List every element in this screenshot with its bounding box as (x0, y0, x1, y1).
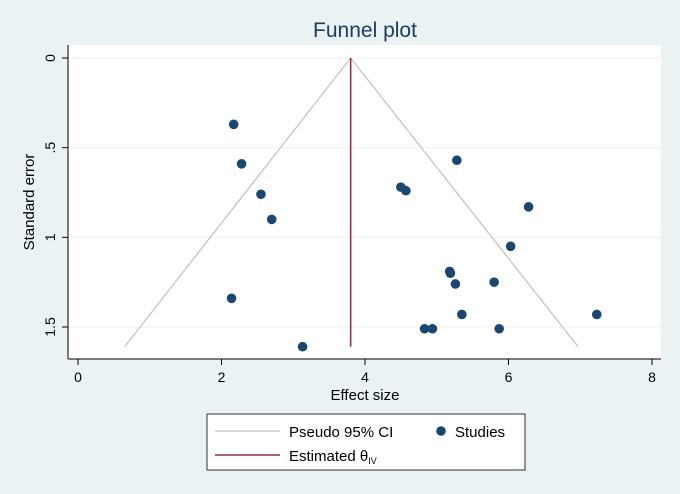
study-point (401, 185, 411, 196)
study-point (523, 202, 534, 212)
y-tick-label-1: .5 (42, 142, 58, 154)
study-point (450, 279, 461, 289)
y-tick-label-3: 1.5 (42, 317, 58, 337)
study-point (226, 293, 237, 304)
study-point (236, 159, 247, 169)
study-point (489, 277, 499, 287)
study-point (427, 323, 438, 334)
y-tick-label-0: 0 (42, 54, 58, 62)
study-point (445, 268, 456, 279)
study-point (266, 214, 277, 225)
study-point (505, 241, 516, 252)
grid-lines (68, 57, 661, 328)
axes: 0 2 4 6 8 0 .5 1 1.5 (42, 45, 661, 385)
x-tick-label-4: 8 (648, 369, 656, 385)
study-point (297, 341, 308, 352)
legend-estimate-main: Estimated θ (289, 448, 368, 465)
study-point (419, 323, 430, 334)
ci-line-1 (350, 57, 579, 348)
y-axis-title: Standard error (21, 154, 38, 251)
y-tick-label-2: 1 (42, 233, 58, 241)
pseudo-ci-lines (124, 57, 579, 348)
x-tick-label-2: 4 (361, 369, 369, 385)
x-axis-title: Effect size (331, 387, 400, 404)
study-point (457, 309, 467, 320)
x-tick-label-1: 2 (218, 369, 226, 385)
study-point (494, 323, 504, 334)
x-tick-label-0: 0 (74, 369, 82, 385)
chart-title: Funnel plot (313, 19, 417, 42)
study-point (228, 119, 239, 130)
legend-estimate-label: Estimated θIV (289, 448, 377, 466)
legend: Pseudo 95% CI Studies Estimated θIV (206, 413, 526, 471)
study-point (256, 189, 266, 200)
legend-estimate-subscript: IV (368, 456, 377, 466)
study-point (591, 309, 602, 320)
legend-box (206, 413, 526, 471)
legend-ci-label: Pseudo 95% CI (289, 424, 393, 441)
ci-line-0 (124, 57, 352, 348)
study-points (226, 119, 602, 352)
x-tick-label-3: 6 (505, 369, 513, 385)
legend-studies-label: Studies (455, 424, 505, 441)
study-point (452, 155, 462, 166)
plot-area (68, 45, 661, 359)
legend-studies-swatch (436, 426, 446, 436)
